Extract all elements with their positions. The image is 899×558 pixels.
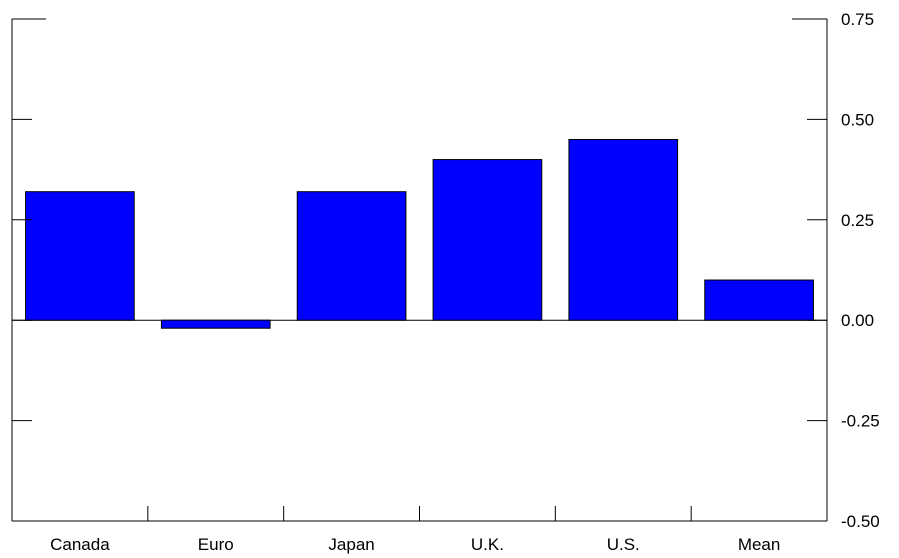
bar-u-k <box>432 159 543 321</box>
y-tick-label: -0.25 <box>841 412 880 431</box>
x-tick-label: U.S. <box>607 535 640 554</box>
y-tick-label: 0.25 <box>841 211 874 230</box>
y-tick-label: 0.50 <box>841 110 874 129</box>
x-tick-label: U.K. <box>471 535 504 554</box>
x-tick-label: Canada <box>50 535 110 554</box>
bar-euro <box>160 319 271 329</box>
y-axis: 0.75 0.50 0.25 0.00 -0.25 -0.50 <box>12 10 880 531</box>
y-tick-label: 0.00 <box>841 311 874 330</box>
x-tick-label: Euro <box>198 535 234 554</box>
x-tick-label: Japan <box>328 535 374 554</box>
x-tick-label: Mean <box>738 535 781 554</box>
x-axis: Canada Euro Japan U.K. U.S. Mean <box>50 506 780 554</box>
bar-canada <box>25 191 135 321</box>
bar-u-s <box>568 138 679 321</box>
y-tick-label: 0.75 <box>841 10 874 29</box>
y-tick-label: -0.50 <box>841 512 880 531</box>
bars-group <box>25 138 814 329</box>
bar-mean <box>704 279 814 321</box>
bar-japan <box>296 191 407 321</box>
